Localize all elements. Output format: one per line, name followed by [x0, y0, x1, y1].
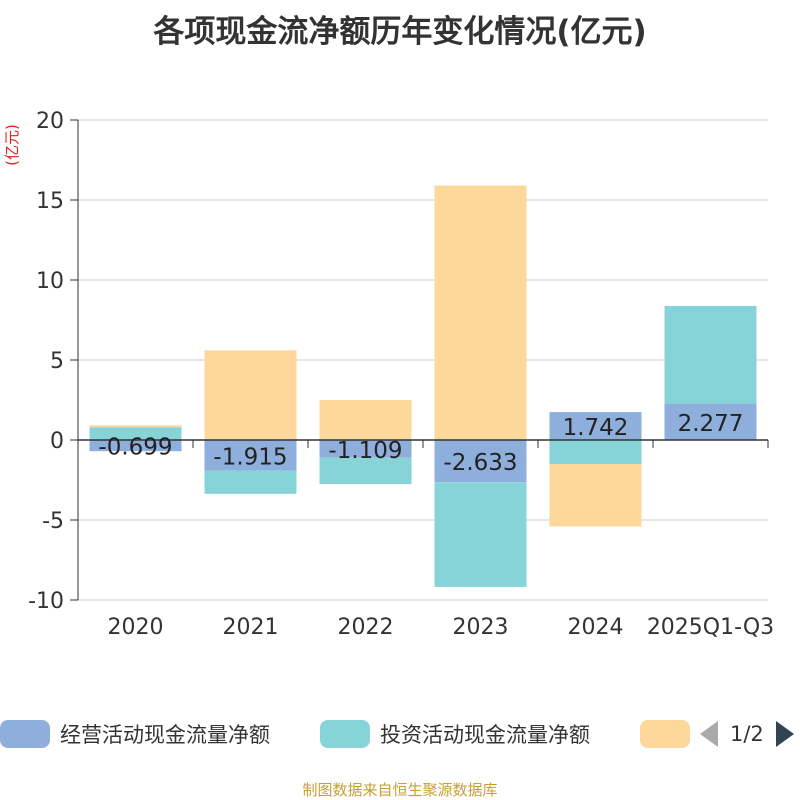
y-tick-label: 20	[36, 109, 64, 134]
bar-2025Q1-Q3-series-1	[664, 305, 757, 404]
x-tick-label: 2024	[568, 615, 624, 640]
data-label-2022: -1.109	[328, 438, 402, 464]
x-tick-label: 2022	[338, 615, 394, 640]
y-tick-label: 10	[36, 269, 64, 294]
x-tick-label: 2021	[223, 615, 279, 640]
bar-2020-series-2	[89, 425, 182, 428]
y-tick-label: -5	[42, 509, 64, 534]
x-tick-label: 2020	[108, 615, 164, 640]
bar-2021-series-1	[204, 470, 297, 494]
legend-swatch-investing	[320, 720, 370, 748]
data-labels: -0.699 -1.915 -1.109 -2.633 1.742 2.277	[98, 411, 743, 476]
x-tick-label: 2025Q1-Q3	[647, 615, 774, 640]
bar-2025Q1-Q3-series-0	[664, 403, 757, 440]
legend-item-operating[interactable]: 经营活动现金流量净额	[0, 718, 270, 750]
legend-swatch-operating	[0, 720, 50, 748]
legend-prev-icon[interactable]	[700, 721, 718, 747]
bar-2021-series-2	[204, 350, 297, 440]
y-tick-label: 0	[50, 429, 64, 454]
legend-item-financing[interactable]	[640, 718, 700, 750]
data-label-2021: -1.915	[213, 444, 287, 470]
bar-2020-series-1	[89, 427, 182, 440]
y-tick-label: 5	[50, 349, 64, 374]
source-footer: 制图数据来自恒生聚源数据库	[302, 781, 498, 799]
y-axis-label: (亿元)	[3, 124, 21, 166]
bar-2022-series-2	[319, 400, 412, 440]
legend-swatch-financing	[640, 720, 690, 748]
legend-pager: 1/2	[700, 718, 794, 750]
bar-2024-series-2	[549, 464, 642, 527]
legend-label-investing: 投资活动现金流量净额	[380, 723, 590, 747]
data-label-2023: -2.633	[443, 450, 517, 476]
bars	[89, 185, 757, 587]
bar-2021-series-0	[204, 440, 297, 471]
legend-page-indicator: 1/2	[730, 722, 764, 746]
bar-2020-series-0	[89, 440, 182, 452]
y-tick-label: -10	[28, 589, 64, 614]
legend: 经营活动现金流量净额 投资活动现金流量净额 1/2	[0, 718, 800, 752]
chart-title: 各项现金流净额历年变化情况(亿元)	[153, 14, 647, 50]
y-tick-label: 15	[36, 189, 64, 214]
bar-2023-series-1	[434, 482, 527, 587]
data-label-2024: 1.742	[563, 415, 629, 441]
legend-next-icon[interactable]	[775, 721, 794, 747]
bar-2023-series-2	[434, 185, 527, 440]
bar-2024-series-1	[549, 440, 642, 464]
bar-2022-series-0	[319, 440, 412, 458]
legend-item-investing[interactable]: 投资活动现金流量净额	[320, 718, 590, 750]
bar-2024-series-0	[549, 412, 642, 440]
x-tick-label: 2023	[453, 615, 509, 640]
data-label-2020: -0.699	[98, 435, 172, 461]
legend-label-operating: 经营活动现金流量净额	[60, 723, 270, 747]
data-label-2025Q1-Q3: 2.277	[678, 411, 744, 437]
bar-2023-series-0	[434, 440, 527, 483]
bar-2022-series-1	[319, 457, 412, 485]
